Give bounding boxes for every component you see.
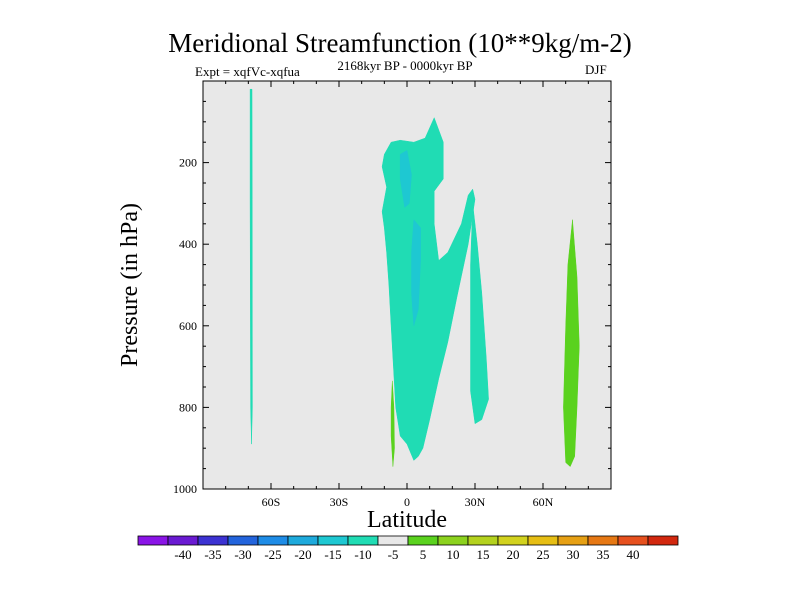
contour-positive-cell-70N xyxy=(563,219,580,468)
colorbar-label: 40 xyxy=(627,547,640,562)
contour-cell-30N xyxy=(470,203,489,425)
colorbar-label: 15 xyxy=(477,547,490,562)
x-tick-label: 30N xyxy=(465,495,486,509)
colorbar-label: -20 xyxy=(294,547,311,562)
colorbar-swatch xyxy=(167,535,199,546)
y-tick-label: 400 xyxy=(179,237,197,251)
season-label: DJF xyxy=(585,62,607,77)
colorbar-label: 35 xyxy=(597,547,610,562)
colorbar-label: -25 xyxy=(264,547,281,562)
colorbar-label: 25 xyxy=(537,547,550,562)
contour-regions xyxy=(249,88,580,468)
y-tick-label: 1000 xyxy=(173,482,197,496)
contour-central-core-lower xyxy=(411,219,421,326)
colorbar-swatch xyxy=(527,535,559,546)
colorbar-label: 5 xyxy=(420,547,427,562)
contour-central-core-upper xyxy=(399,150,412,208)
colorbar-label: -15 xyxy=(324,547,341,562)
colorbar-swatch xyxy=(407,535,439,546)
x-tick-label: 60S xyxy=(262,495,281,509)
colorbar-swatch xyxy=(467,535,499,546)
colorbar-label: -5 xyxy=(388,547,399,562)
x-tick-label: 60N xyxy=(533,495,554,509)
colorbar-swatch xyxy=(317,535,349,546)
experiment-label: Expt = xqfVc-xqfua xyxy=(195,64,300,79)
colorbar-swatch xyxy=(437,535,469,546)
colorbar-swatch xyxy=(287,535,319,546)
axis-ticks: 200 400 600 800 1000 60S 30S 0 30N 60N xyxy=(173,81,611,509)
colorbar-swatch xyxy=(137,535,169,546)
y-tick-label: 200 xyxy=(179,156,197,170)
colorbar-label: 30 xyxy=(567,547,580,562)
colorbar-swatch xyxy=(197,535,229,546)
colorbar-swatch xyxy=(377,535,409,546)
x-tick-label: 30S xyxy=(330,495,349,509)
colorbar-label: -30 xyxy=(234,547,251,562)
contour-positive-cell-5S xyxy=(390,380,395,467)
colorbar-swatch xyxy=(227,535,259,546)
y-tick-label: 600 xyxy=(179,319,197,333)
colorbar-label: -10 xyxy=(354,547,371,562)
colorbar-label: -35 xyxy=(204,547,221,562)
contour-vertical-band-65S xyxy=(249,88,253,445)
colorbar-swatch xyxy=(497,535,529,546)
chart-title: Meridional Streamfunction (10**9kg/m-2) xyxy=(168,28,632,58)
colorbar-label: 20 xyxy=(507,547,520,562)
colorbar-label: 10 xyxy=(447,547,460,562)
colorbar-swatch xyxy=(257,535,289,546)
colorbar-label: -40 xyxy=(174,547,191,562)
y-axis-label: Pressure (in hPa) xyxy=(117,203,143,367)
colorbar-swatch xyxy=(587,535,619,546)
y-tick-label: 800 xyxy=(179,400,197,414)
x-axis-label: Latitude xyxy=(367,507,447,533)
colorbar: -40 -35 -30 -25 -20 -15 -10 -5 5 10 15 20 25 30 35 40 xyxy=(137,535,679,562)
time-range-label: 2168kyr BP - 0000kyr BP xyxy=(337,58,473,73)
colorbar-swatch xyxy=(347,535,379,546)
colorbar-swatch xyxy=(617,535,649,546)
x-tick-label: 0 xyxy=(404,495,410,509)
colorbar-swatch xyxy=(647,535,679,546)
colorbar-swatch xyxy=(557,535,589,546)
